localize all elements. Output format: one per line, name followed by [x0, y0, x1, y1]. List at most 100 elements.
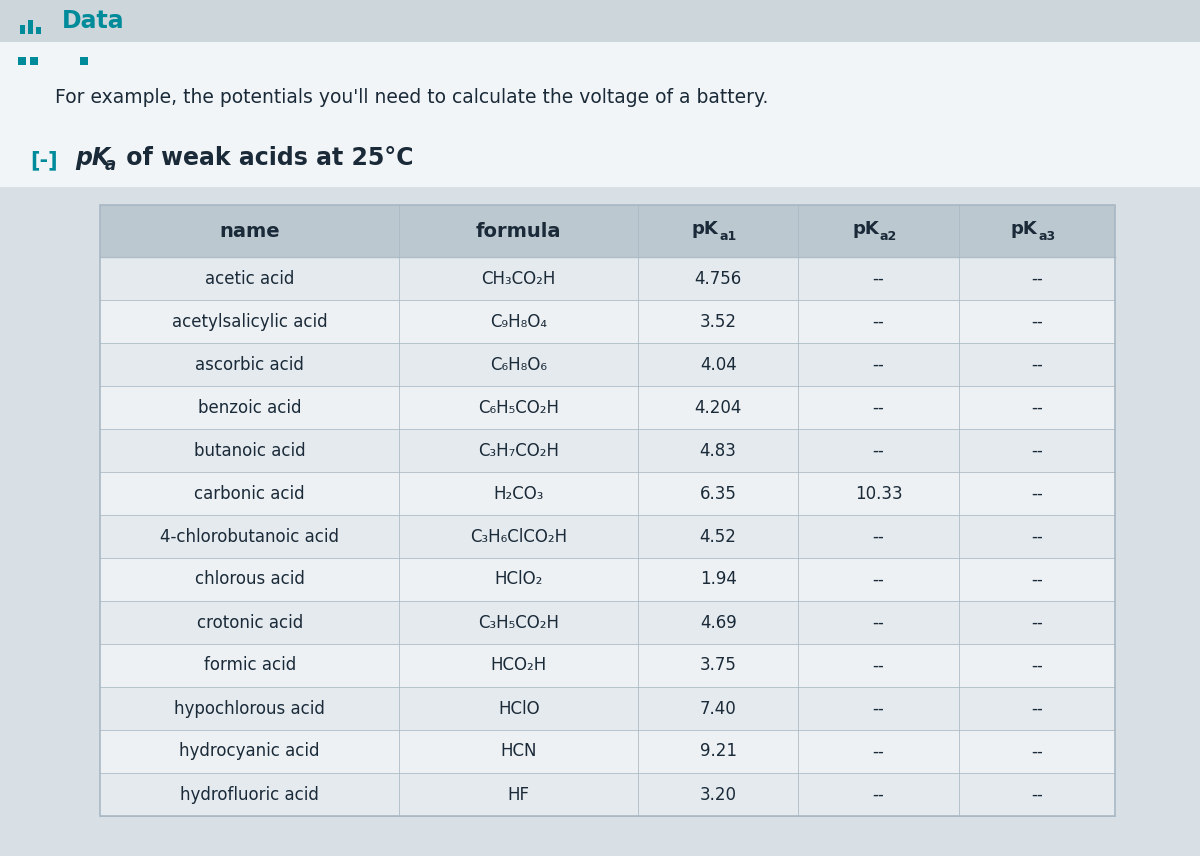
- Bar: [100, 205, 1115, 816]
- Bar: [100, 472, 1115, 515]
- Text: name: name: [220, 222, 280, 241]
- Text: a2: a2: [880, 229, 898, 242]
- Text: 4.69: 4.69: [700, 614, 737, 632]
- Text: --: --: [872, 270, 884, 288]
- Text: --: --: [1031, 442, 1043, 460]
- Text: 6.35: 6.35: [700, 484, 737, 502]
- Text: --: --: [1031, 742, 1043, 760]
- Bar: [30, 57, 38, 65]
- Text: --: --: [872, 355, 884, 373]
- Text: --: --: [1031, 786, 1043, 804]
- Bar: [80, 57, 88, 65]
- Text: --: --: [1031, 270, 1043, 288]
- Text: hydrocyanic acid: hydrocyanic acid: [180, 742, 320, 760]
- Text: HF: HF: [508, 786, 529, 804]
- Bar: [100, 601, 1115, 644]
- Text: 4.756: 4.756: [695, 270, 742, 288]
- Text: --: --: [872, 442, 884, 460]
- Text: 3.20: 3.20: [700, 786, 737, 804]
- Text: pK: pK: [74, 146, 110, 170]
- Bar: [100, 773, 1115, 816]
- Text: --: --: [872, 399, 884, 417]
- Text: 3.75: 3.75: [700, 657, 737, 675]
- Text: 4.83: 4.83: [700, 442, 737, 460]
- Text: HClO: HClO: [498, 699, 540, 717]
- Text: a3: a3: [1038, 229, 1056, 242]
- Bar: [20, 25, 25, 34]
- Text: hypochlorous acid: hypochlorous acid: [174, 699, 325, 717]
- Text: 10.33: 10.33: [854, 484, 902, 502]
- Text: HClO₂: HClO₂: [494, 570, 542, 589]
- Text: chlorous acid: chlorous acid: [194, 570, 305, 589]
- Text: --: --: [1031, 699, 1043, 717]
- Bar: [100, 687, 1115, 730]
- Text: 4.204: 4.204: [695, 399, 742, 417]
- Text: ascorbic acid: ascorbic acid: [196, 355, 304, 373]
- Text: C₆H₅CO₂H: C₆H₅CO₂H: [478, 399, 559, 417]
- Text: --: --: [872, 699, 884, 717]
- Text: carbonic acid: carbonic acid: [194, 484, 305, 502]
- Text: C₉H₈O₄: C₉H₈O₄: [490, 312, 547, 330]
- Bar: [100, 343, 1115, 386]
- Text: 4-chlorobutanoic acid: 4-chlorobutanoic acid: [161, 527, 340, 545]
- Bar: [0, 0, 1200, 42]
- Text: pK: pK: [852, 220, 878, 238]
- Text: formic acid: formic acid: [204, 657, 296, 675]
- Bar: [100, 730, 1115, 773]
- Text: --: --: [872, 614, 884, 632]
- Text: --: --: [872, 657, 884, 675]
- Text: HCO₂H: HCO₂H: [491, 657, 547, 675]
- Bar: [100, 644, 1115, 687]
- Text: C₃H₅CO₂H: C₃H₅CO₂H: [478, 614, 559, 632]
- Text: --: --: [1031, 355, 1043, 373]
- Bar: [0, 42, 1200, 132]
- Text: --: --: [872, 570, 884, 589]
- Text: --: --: [1031, 399, 1043, 417]
- Bar: [100, 558, 1115, 601]
- Text: acetic acid: acetic acid: [205, 270, 294, 288]
- Bar: [36, 27, 41, 34]
- Text: pK: pK: [1010, 220, 1037, 238]
- Text: of weak acids at 25°C: of weak acids at 25°C: [118, 146, 414, 170]
- Text: --: --: [872, 786, 884, 804]
- Text: --: --: [872, 742, 884, 760]
- Bar: [100, 300, 1115, 343]
- Text: HCN: HCN: [500, 742, 536, 760]
- Text: 7.40: 7.40: [700, 699, 737, 717]
- Bar: [18, 57, 26, 65]
- Text: --: --: [872, 312, 884, 330]
- Bar: [100, 386, 1115, 429]
- Text: --: --: [1031, 484, 1043, 502]
- Text: C₃H₆ClCO₂H: C₃H₆ClCO₂H: [470, 527, 568, 545]
- Text: C₆H₈O₆: C₆H₈O₆: [490, 355, 547, 373]
- Text: formula: formula: [476, 222, 562, 241]
- Text: 4.04: 4.04: [700, 355, 737, 373]
- Text: 3.52: 3.52: [700, 312, 737, 330]
- Text: --: --: [1031, 657, 1043, 675]
- Text: [-]: [-]: [30, 150, 58, 170]
- Bar: [100, 205, 1115, 257]
- Text: --: --: [1031, 614, 1043, 632]
- Bar: [100, 429, 1115, 472]
- Text: a: a: [106, 156, 116, 174]
- Text: pK: pK: [691, 220, 719, 238]
- Bar: [0, 132, 1200, 187]
- Text: crotonic acid: crotonic acid: [197, 614, 302, 632]
- Text: a1: a1: [720, 229, 737, 242]
- Text: C₃H₇CO₂H: C₃H₇CO₂H: [478, 442, 559, 460]
- Bar: [100, 205, 1115, 816]
- Text: hydrofluoric acid: hydrofluoric acid: [180, 786, 319, 804]
- Text: --: --: [1031, 312, 1043, 330]
- Text: butanoic acid: butanoic acid: [194, 442, 306, 460]
- Bar: [28, 20, 34, 34]
- Bar: [100, 257, 1115, 300]
- Text: benzoic acid: benzoic acid: [198, 399, 301, 417]
- Text: acetylsalicylic acid: acetylsalicylic acid: [172, 312, 328, 330]
- Text: --: --: [1031, 570, 1043, 589]
- Text: CH₃CO₂H: CH₃CO₂H: [481, 270, 556, 288]
- Text: 4.52: 4.52: [700, 527, 737, 545]
- Text: 1.94: 1.94: [700, 570, 737, 589]
- Bar: [100, 515, 1115, 558]
- Text: Data: Data: [62, 9, 125, 33]
- Text: H₂CO₃: H₂CO₃: [493, 484, 544, 502]
